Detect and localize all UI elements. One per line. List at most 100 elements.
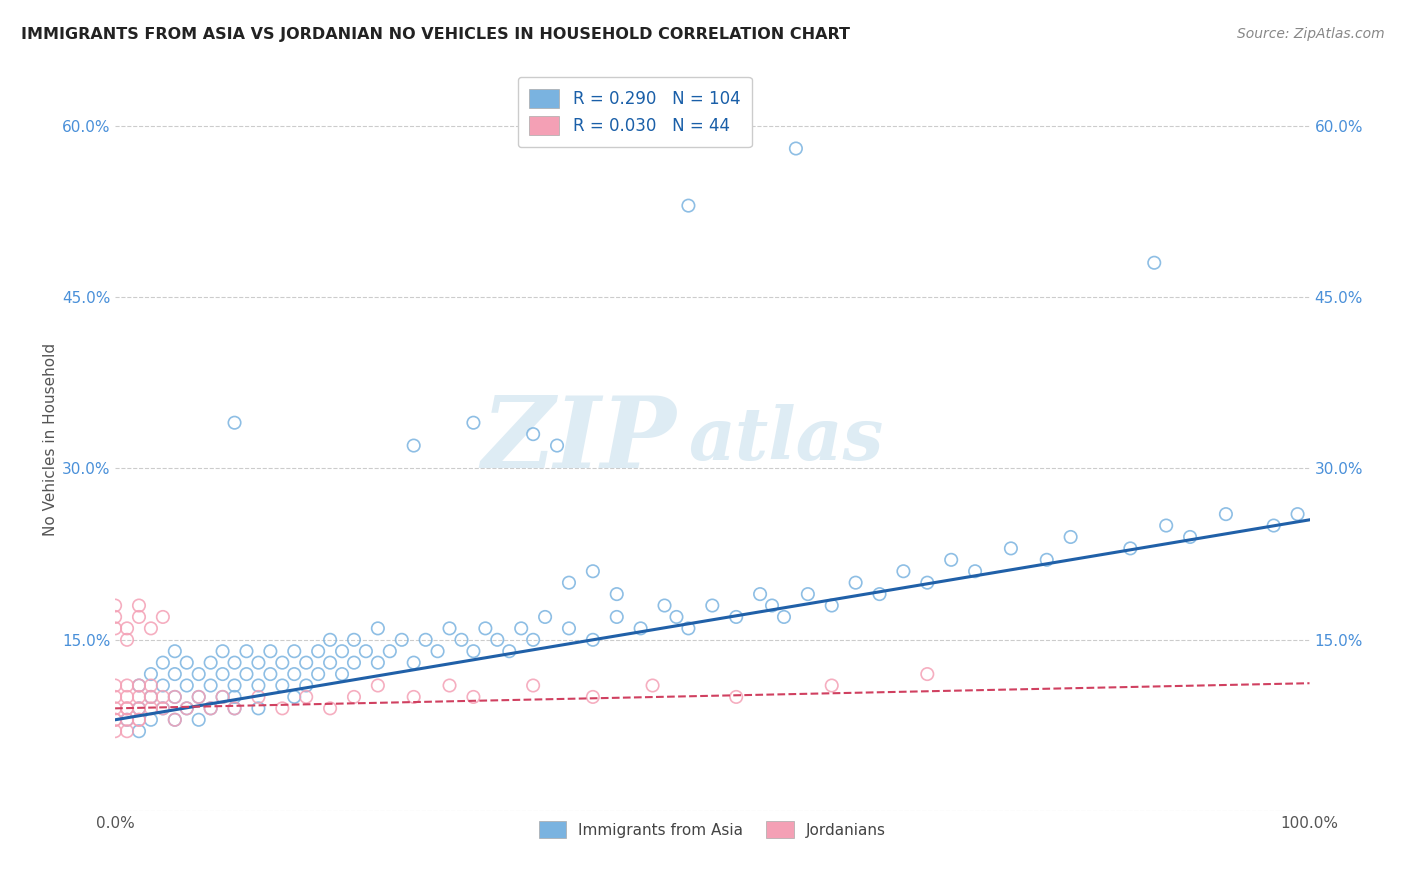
Point	[115, 724, 138, 739]
Point	[139, 621, 162, 635]
Point	[941, 553, 963, 567]
Point	[176, 701, 198, 715]
Point	[402, 439, 425, 453]
Point	[965, 564, 987, 578]
Point	[869, 587, 891, 601]
Point	[391, 632, 413, 647]
Point	[211, 667, 233, 681]
Point	[211, 690, 233, 704]
Point	[104, 678, 127, 692]
Point	[247, 678, 270, 692]
Point	[1178, 530, 1201, 544]
Point	[773, 610, 796, 624]
Point	[104, 690, 127, 704]
Point	[187, 667, 209, 681]
Point	[893, 564, 915, 578]
Point	[235, 667, 257, 681]
Point	[128, 678, 150, 692]
Point	[115, 701, 138, 715]
Point	[200, 701, 222, 715]
Point	[319, 701, 342, 715]
Point	[163, 667, 186, 681]
Point	[176, 701, 198, 715]
Point	[450, 632, 472, 647]
Point	[463, 416, 485, 430]
Point	[187, 690, 209, 704]
Point	[917, 575, 939, 590]
Point	[247, 701, 270, 715]
Point	[128, 724, 150, 739]
Point	[558, 575, 581, 590]
Text: IMMIGRANTS FROM ASIA VS JORDANIAN NO VEHICLES IN HOUSEHOLD CORRELATION CHART: IMMIGRANTS FROM ASIA VS JORDANIAN NO VEH…	[21, 27, 851, 42]
Point	[139, 713, 162, 727]
Point	[224, 701, 246, 715]
Point	[152, 610, 174, 624]
Point	[845, 575, 868, 590]
Point	[224, 678, 246, 692]
Point	[1000, 541, 1022, 556]
Point	[367, 656, 389, 670]
Point	[211, 690, 233, 704]
Point	[426, 644, 449, 658]
Point	[259, 667, 281, 681]
Point	[115, 632, 138, 647]
Point	[367, 678, 389, 692]
Point	[463, 690, 485, 704]
Point	[128, 678, 150, 692]
Point	[128, 599, 150, 613]
Point	[104, 599, 127, 613]
Point	[128, 610, 150, 624]
Point	[104, 724, 127, 739]
Point	[139, 678, 162, 692]
Point	[821, 678, 844, 692]
Point	[474, 621, 496, 635]
Point	[606, 610, 628, 624]
Point	[307, 667, 329, 681]
Point	[343, 656, 366, 670]
Point	[582, 564, 605, 578]
Point	[606, 587, 628, 601]
Point	[330, 667, 353, 681]
Point	[821, 599, 844, 613]
Point	[749, 587, 772, 601]
Point	[522, 678, 544, 692]
Point	[582, 690, 605, 704]
Point	[725, 610, 748, 624]
Point	[498, 644, 520, 658]
Point	[224, 701, 246, 715]
Point	[295, 656, 318, 670]
Point	[152, 656, 174, 670]
Point	[761, 599, 783, 613]
Point	[104, 713, 127, 727]
Point	[546, 439, 568, 453]
Point	[307, 644, 329, 658]
Text: ZIP: ZIP	[481, 392, 676, 488]
Point	[104, 610, 127, 624]
Point	[139, 690, 162, 704]
Point	[1263, 518, 1285, 533]
Point	[319, 656, 342, 670]
Point	[128, 701, 150, 715]
Point	[115, 701, 138, 715]
Point	[152, 690, 174, 704]
Point	[187, 713, 209, 727]
Point	[152, 701, 174, 715]
Point	[402, 690, 425, 704]
Point	[224, 416, 246, 430]
Point	[797, 587, 820, 601]
Point	[139, 667, 162, 681]
Point	[200, 678, 222, 692]
Point	[176, 656, 198, 670]
Point	[271, 656, 294, 670]
Point	[163, 644, 186, 658]
Point	[678, 621, 700, 635]
Point	[163, 690, 186, 704]
Point	[510, 621, 533, 635]
Point	[200, 656, 222, 670]
Y-axis label: No Vehicles in Household: No Vehicles in Household	[44, 343, 58, 536]
Point	[115, 621, 138, 635]
Point	[283, 667, 305, 681]
Point	[343, 690, 366, 704]
Point	[152, 701, 174, 715]
Point	[1143, 256, 1166, 270]
